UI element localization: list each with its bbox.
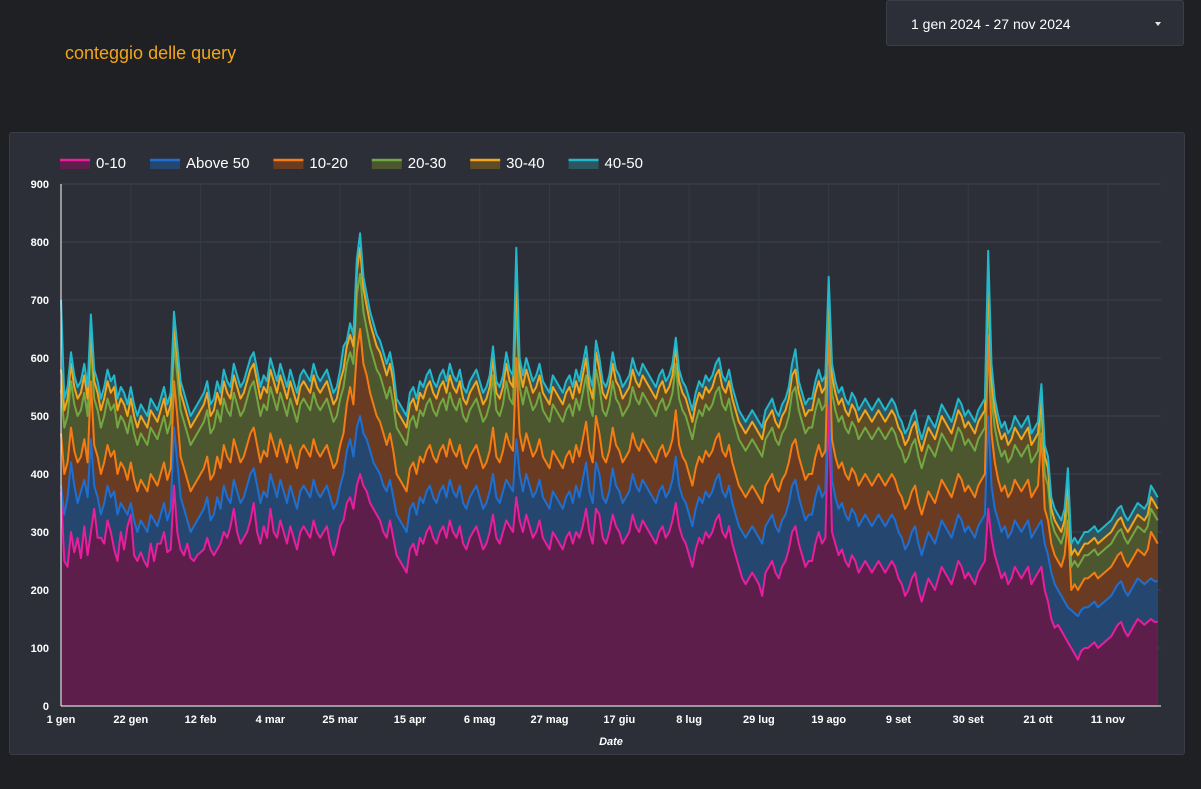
y-tick-label: 600 [31,353,49,365]
legend-label: 10-20 [309,155,347,172]
legend[interactable]: 0-10 Above 50 10-20 20-30 30-40 40-50 [60,155,643,172]
legend-swatch [60,160,90,169]
area-0-10 [61,404,1158,706]
y-tick-label: 300 [31,527,49,539]
date-range-picker[interactable]: 1 gen 2024 - 27 nov 2024 [886,0,1184,46]
date-range-label: 1 gen 2024 - 27 nov 2024 [911,16,1071,32]
y-tick-label: 200 [31,585,49,597]
x-axis-title: Date [599,736,623,748]
legend-item[interactable]: 30-40 [470,155,545,172]
legend-swatch [568,160,599,169]
x-tick-label: 19 ago [811,714,846,726]
chart-card: 0 100 200 300 400 500 600 700 800 900 1 gen 22 gen 1… [9,132,1185,755]
line-20-30 [60,272,1159,568]
x-tick-label: 30 set [953,714,985,726]
x-tick-label: 8 lug [676,714,702,726]
y-tick-label: 700 [31,295,49,307]
legend-swatch [470,160,501,169]
x-tick-label: 25 mar [322,714,358,726]
legend-label: 30-40 [506,155,544,172]
axes: 0 100 200 300 400 500 600 700 800 900 1 gen 22 gen 1… [31,179,1161,726]
legend-item[interactable]: 0-10 [60,155,126,172]
legend-item[interactable]: 10-20 [273,155,348,172]
line-30-40 [60,246,1159,557]
x-tick-label: 9 set [886,714,911,726]
legend-label: 0-10 [96,155,126,172]
x-tick-label: 12 feb [185,714,217,726]
legend-label: Above 50 [186,155,249,172]
legend-swatch [371,160,402,169]
y-tick-label: 400 [31,469,49,481]
series-lines [60,232,1159,661]
area-fills [61,233,1158,707]
x-tick-label: 15 apr [394,714,427,726]
line-above-50 [60,357,1158,618]
x-tick-label: 6 mag [464,714,496,726]
legend-swatch [150,160,181,169]
line-0-10 [60,403,1158,661]
x-tick-label: 21 ott [1023,714,1053,726]
y-tick-label: 0 [43,701,49,713]
stacked-area-chart: 0 100 200 300 400 500 600 700 800 900 1 gen 22 gen 1… [31,155,1161,748]
legend-item[interactable]: 40-50 [568,155,643,172]
legend-swatch [273,160,304,169]
y-tick-label: 800 [31,237,49,249]
x-tick-label: 22 gen [113,714,148,726]
x-tick-label: 11 nov [1091,714,1126,726]
legend-label: 20-30 [408,155,446,172]
x-tick-label: 17 giu [603,714,635,726]
x-tick-label: 29 lug [743,714,775,726]
line-40-50 [60,232,1159,545]
line-10-20 [60,322,1159,591]
legend-item[interactable]: Above 50 [150,155,249,172]
page-title: conteggio delle query [65,43,237,63]
y-tick-label: 500 [31,411,49,423]
legend-item[interactable]: 20-30 [371,155,446,172]
y-tick-label: 900 [31,179,49,191]
x-tick-label: 4 mar [256,714,286,726]
x-tick-label: 27 mag [531,714,569,726]
y-tick-label: 100 [31,643,49,655]
x-tick-label: 1 gen [47,714,76,726]
chevron-down-icon[interactable] [1155,22,1161,26]
legend-label: 40-50 [605,155,643,172]
